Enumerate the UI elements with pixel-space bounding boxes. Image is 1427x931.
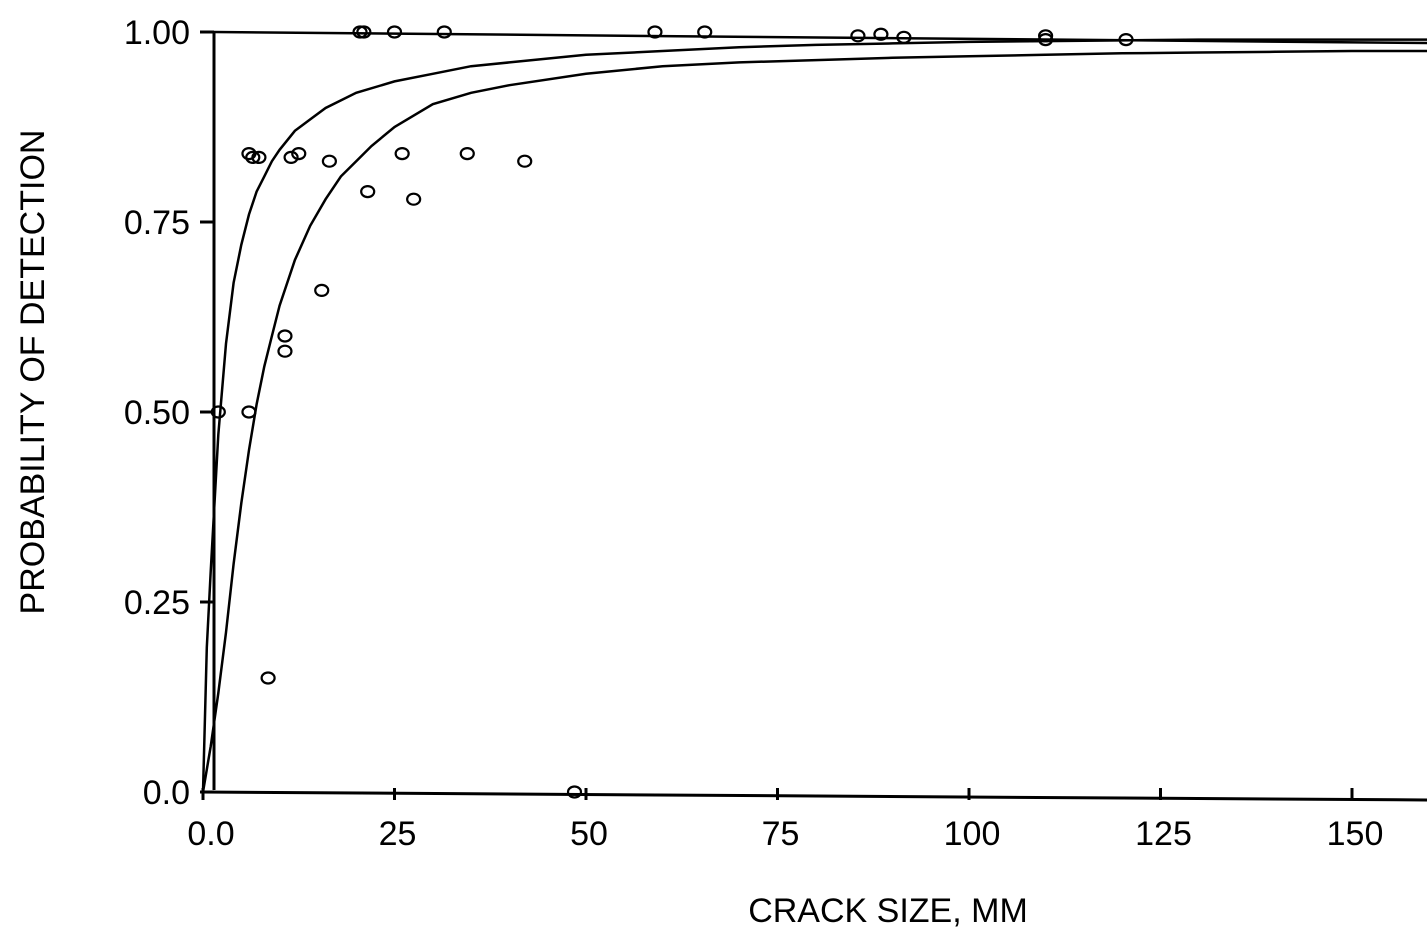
data-point (517, 154, 533, 168)
data-point (277, 344, 293, 358)
data-points (210, 25, 1134, 799)
data-point (291, 147, 307, 161)
x-axis-line (199, 790, 1427, 802)
data-point (850, 29, 866, 43)
data-point (283, 150, 299, 164)
data-point (241, 405, 257, 419)
data-point (251, 150, 267, 164)
data-point (386, 25, 403, 39)
data-point (210, 405, 226, 419)
data-point (1118, 32, 1134, 47)
x-tick-label: 50 (570, 815, 608, 853)
data-point (394, 147, 410, 161)
y-tick-label: 0.25 (124, 584, 190, 622)
curves (201, 38, 1427, 793)
data-point (459, 147, 475, 161)
x-tick-label: 0.0 (187, 815, 234, 853)
y-tick-label: 0.50 (124, 394, 190, 432)
data-point (245, 150, 261, 164)
data-point (314, 283, 330, 297)
pod-curve-1 (201, 38, 1427, 793)
y-tick-label: 1.00 (124, 14, 190, 52)
upper-bound-line (213, 30, 1427, 45)
x-axis-title: CRACK SIZE, MM (748, 892, 1028, 930)
x-tick-label: 25 (379, 815, 417, 853)
x-tick-label: 75 (762, 815, 800, 853)
y-axis-title: PROBABILITY OF DETECTION (14, 130, 52, 615)
data-point (260, 671, 276, 685)
y-tick-label: 0.75 (124, 204, 190, 242)
y-tick-label: 0.0 (143, 774, 190, 812)
data-point (360, 185, 376, 199)
x-tick-label: 100 (944, 815, 1001, 853)
data-point (873, 27, 889, 41)
data-point (321, 154, 337, 168)
data-point (1037, 29, 1054, 43)
data-point (436, 25, 452, 39)
pod-curve-2 (201, 49, 1427, 793)
data-point (356, 25, 372, 39)
x-tick-label: 125 (1135, 815, 1192, 853)
axes (199, 30, 1427, 802)
x-tick-label: 150 (1327, 815, 1384, 853)
data-point (566, 785, 583, 799)
x-ticks: 0.0 25 50 75 100 125 150 (187, 788, 1383, 853)
data-point (277, 329, 293, 343)
data-point (896, 30, 912, 44)
data-point (406, 192, 422, 206)
data-point (1037, 32, 1054, 47)
data-point (697, 25, 713, 39)
data-point (647, 25, 663, 39)
y-ticks: 0.0 0.25 0.50 0.75 1.00 (124, 14, 214, 812)
